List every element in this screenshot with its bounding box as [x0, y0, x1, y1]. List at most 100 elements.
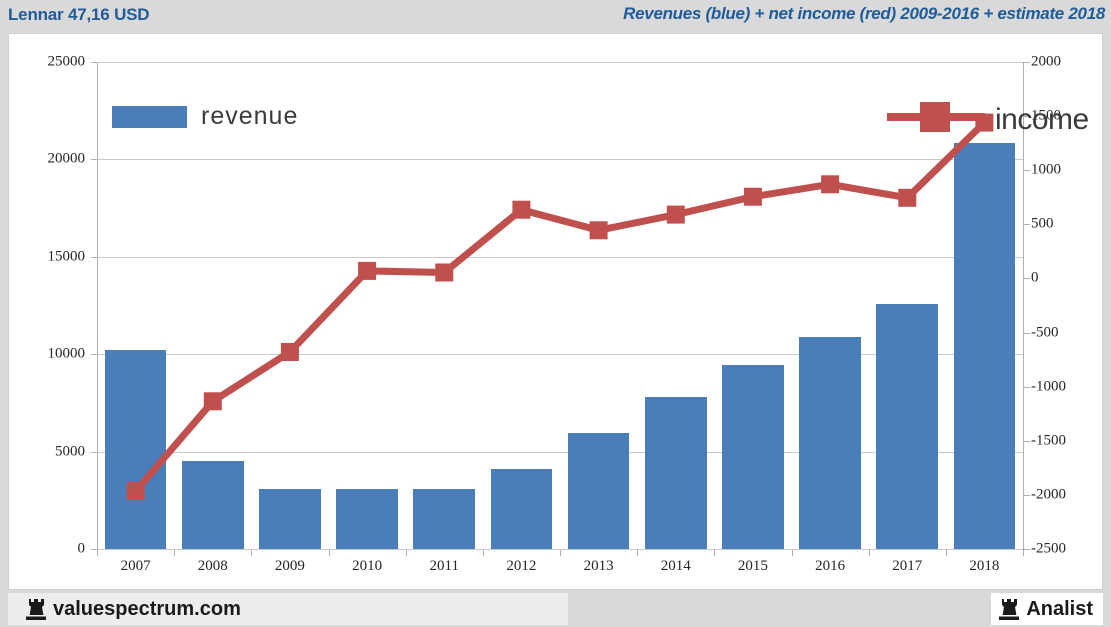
y-tick-left: [91, 256, 97, 258]
bar: [644, 397, 707, 549]
x-tick: [482, 550, 484, 556]
x-tick: [328, 550, 330, 556]
x-axis-tick-label: 2008: [197, 558, 228, 574]
income-data-point: [435, 263, 454, 282]
x-tick: [251, 550, 253, 556]
revenue-swatch-icon: [112, 105, 187, 128]
x-tick: [174, 550, 176, 556]
income-data-point: [280, 343, 299, 361]
bar: [259, 488, 321, 549]
chart-frame: 0 5000 10000 15000 20000 25000 -2500 -2000 -150…: [8, 33, 1103, 590]
x-axis-tick-label: 2009: [274, 558, 305, 574]
x-axis-tick-label: 2018: [969, 558, 1000, 574]
y-tick-right: [1024, 224, 1030, 226]
gridline: [97, 256, 1023, 258]
plot-area: [97, 62, 1023, 549]
income-data-point: [898, 188, 917, 207]
gridline: [97, 159, 1023, 161]
x-tick: [405, 550, 407, 556]
y-tick-left: [91, 62, 97, 63]
ticker-title: Lennar 47,16 USD: [8, 5, 150, 24]
y-axis-right-tick-label: -1000: [1031, 378, 1066, 395]
page-title: Revenues (blue) + net income (red) 2009-…: [623, 4, 1105, 23]
y-axis-right-tick-label: -500: [1031, 324, 1059, 341]
income-data-point: [512, 200, 531, 219]
x-tick: [714, 550, 716, 556]
bar: [336, 488, 398, 549]
x-tick: [791, 550, 793, 556]
y-axis-right-tick-label: 0: [1031, 269, 1039, 286]
bar: [722, 364, 784, 549]
income-data-point: [203, 392, 222, 411]
y-axis-left-tick-label: 20000: [47, 150, 86, 167]
y-axis-right-line: [1023, 62, 1024, 549]
x-tick: [945, 550, 947, 556]
x-axis-tick-label: 2007: [120, 558, 151, 574]
y-tick-right: [1024, 332, 1030, 334]
gridline: [97, 354, 1023, 356]
site-credit-label: valuespectrum.com: [53, 597, 241, 620]
y-tick-right: [1024, 278, 1030, 280]
y-tick-right: [1024, 386, 1030, 388]
chess-rook-icon: [26, 598, 46, 620]
bar: [953, 142, 1016, 549]
gridline: [97, 549, 1023, 550]
bar: [876, 303, 939, 549]
site-credit: valuespectrum.com: [8, 593, 568, 625]
income-data-point: [589, 221, 608, 240]
bar: [181, 460, 244, 549]
y-axis-left-tick-label: 0: [77, 540, 86, 557]
y-axis-right-tick-label: -2000: [1031, 486, 1066, 503]
income-data-point: [743, 187, 762, 206]
analyst-credit-label: Analist: [1026, 597, 1093, 620]
x-axis-tick-label: 2014: [660, 558, 691, 574]
x-tick: [868, 550, 870, 556]
x-axis-tick-label: 2010: [352, 558, 383, 574]
gridline: [97, 62, 1023, 63]
income-data-point: [358, 261, 377, 280]
bar: [413, 488, 476, 549]
header-bar: Lennar 47,16 USD Revenues (blue) + net i…: [0, 0, 1111, 32]
x-tick: [637, 550, 639, 556]
legend-revenue-label: revenue: [201, 102, 299, 130]
y-axis-right-tick-label: 1000: [1031, 161, 1061, 178]
y-tick-right: [1024, 116, 1030, 118]
y-axis-right-tick-label: 2000: [1031, 53, 1061, 70]
footer-bar: valuespectrum.com Analist: [0, 591, 1111, 627]
x-axis-tick-label: 2012: [506, 558, 537, 574]
y-axis-right-tick-label: -1500: [1031, 432, 1066, 449]
x-axis-tick-label: 2017: [892, 558, 923, 574]
chess-rook-icon: [999, 598, 1020, 620]
legend-revenue: revenue: [112, 102, 298, 131]
income-data-point: [821, 175, 840, 194]
y-tick-right: [1024, 494, 1030, 496]
y-tick-right: [1024, 62, 1030, 63]
y-axis-right-tick-label: 500: [1031, 215, 1054, 232]
y-tick-left: [91, 159, 97, 161]
legend-income: income: [887, 100, 1089, 139]
income-data-point: [666, 205, 685, 224]
legend-income-label: income: [995, 102, 1089, 136]
x-axis-tick-label: 2016: [815, 558, 846, 574]
y-tick-right: [1024, 170, 1030, 172]
analyst-credit: Analist: [991, 593, 1103, 625]
x-tick: [97, 550, 98, 556]
bar: [104, 350, 167, 549]
y-tick-left: [91, 451, 97, 453]
y-axis-right-tick-label: 1500: [1031, 107, 1061, 124]
x-axis-tick-label: 2015: [737, 558, 768, 574]
x-tick: [1023, 550, 1024, 556]
income-data-point: [126, 482, 145, 501]
x-tick: [560, 550, 561, 556]
y-tick-left: [91, 549, 97, 550]
bar: [490, 469, 553, 549]
y-axis-left-line: [97, 62, 98, 549]
bar: [567, 433, 630, 549]
income-marker-icon: [887, 100, 985, 139]
y-tick-right: [1024, 549, 1030, 550]
gridline: [97, 451, 1023, 453]
bar: [799, 336, 861, 549]
y-axis-left-tick-label: 15000: [47, 248, 86, 265]
y-tick-left: [91, 354, 97, 356]
